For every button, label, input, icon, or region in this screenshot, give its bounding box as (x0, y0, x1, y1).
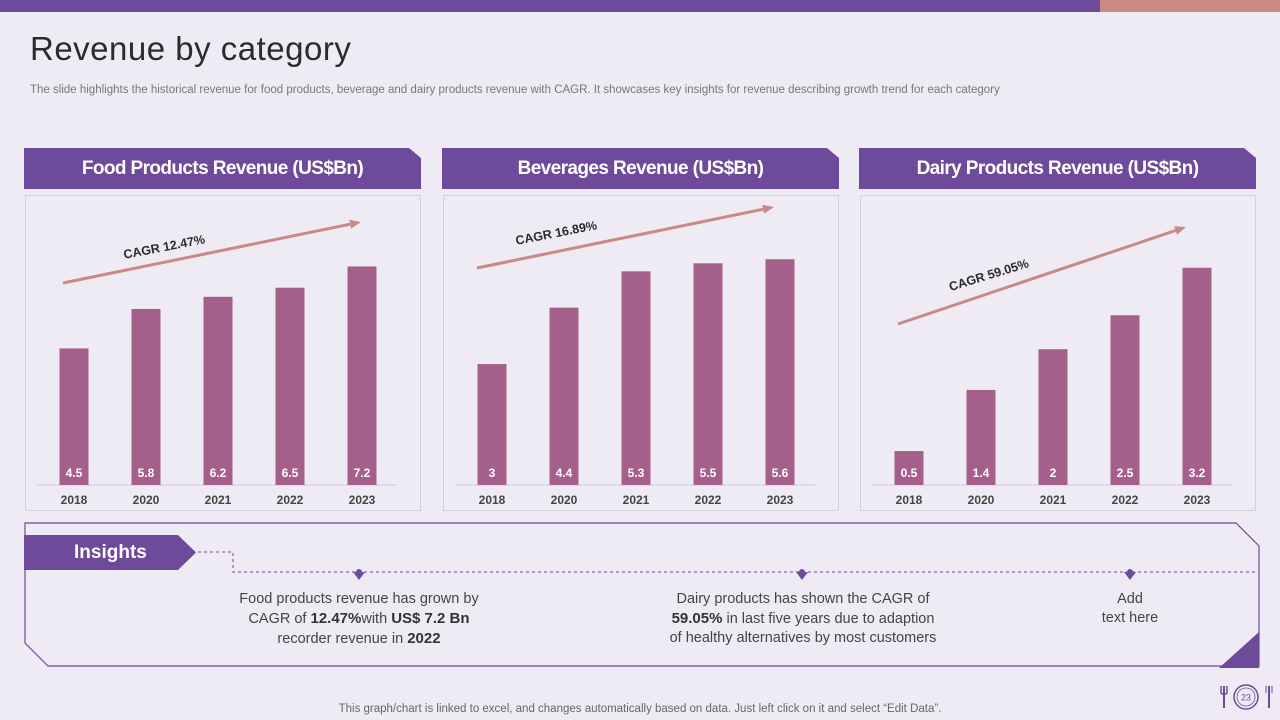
tick-label-2018: 2018 (479, 493, 506, 507)
insight-marker-1 (353, 569, 365, 580)
page-number: 23 (1241, 693, 1251, 703)
bar-2023 (765, 259, 795, 485)
bar-2018 (894, 451, 924, 485)
bar-2018 (477, 364, 507, 485)
slide-title: Revenue by category (30, 30, 352, 67)
page-number-badge: 23 (1220, 684, 1273, 710)
tick-label-2022: 2022 (1112, 493, 1139, 507)
data-label-2018: 4.5 (66, 466, 83, 480)
cagr-annotation: CAGR 59.05% (947, 256, 1030, 294)
tick-label-2020: 2020 (551, 493, 578, 507)
insights-frame (24, 522, 1260, 668)
tick-label-2023: 2023 (349, 493, 376, 507)
insight-food: Food products revenue has grown by CAGR … (239, 591, 479, 647)
insight-marker-3 (1124, 569, 1136, 580)
bar-2023 (1182, 267, 1212, 485)
bar-2022 (1110, 315, 1140, 485)
cagr-arrow (62, 222, 351, 285)
tick-label-2018: 2018 (896, 493, 923, 507)
tick-label-2022: 2022 (277, 493, 304, 507)
fork-icon (1220, 686, 1228, 708)
bar-2020 (549, 307, 579, 485)
tick-label-2018: 2018 (61, 493, 88, 507)
tick-label-2021: 2021 (205, 493, 232, 507)
knife-icon (1265, 686, 1273, 708)
insights-label: Insights (24, 535, 196, 570)
food-revenue-chart[interactable]: 4.520185.820206.220216.520227.22023CAGR … (25, 195, 421, 511)
tick-label-2020: 2020 (968, 493, 995, 507)
slide-subtitle: The slide highlights the historical reve… (30, 84, 1000, 96)
data-label-2022: 2.5 (1117, 466, 1134, 480)
data-label-2021: 6.2 (210, 466, 227, 480)
bar-2018 (59, 348, 89, 485)
data-label-2020: 4.4 (556, 466, 573, 480)
data-label-2020: 5.8 (138, 466, 155, 480)
data-label-2022: 5.5 (700, 466, 717, 480)
tick-label-2020: 2020 (133, 493, 160, 507)
cagr-arrow-head (762, 204, 774, 214)
cagr-arrow-head (349, 219, 361, 229)
bar-2020 (131, 308, 161, 485)
tick-label-2021: 2021 (623, 493, 650, 507)
cagr-annotation: CAGR 16.89% (514, 218, 598, 248)
bar-2023 (347, 266, 377, 485)
data-label-2023: 3.2 (1189, 466, 1206, 480)
cagr-arrow (897, 229, 1177, 326)
top-accent-bar (0, 0, 1100, 12)
insight-marker-2 (796, 569, 808, 580)
footer-note: This graph/chart is linked to excel, and… (338, 703, 942, 715)
data-label-2023: 5.6 (772, 466, 789, 480)
dairy-chart-title: Dairy Products Revenue (US$Bn) (859, 148, 1256, 189)
data-label-2020: 1.4 (973, 466, 990, 480)
data-label-2021: 2 (1050, 466, 1057, 480)
dairy-revenue-chart[interactable]: 0.5 2018 1.4 2020 2 2021 2.5 2022 3.2 2023 CAGR 59… (860, 195, 1256, 511)
bar-2021 (203, 296, 233, 485)
plate-icon (1233, 684, 1259, 710)
bar-2022 (275, 287, 305, 485)
cagr-arrow (476, 207, 764, 270)
bar-2022 (693, 263, 723, 485)
insight-dairy: Dairy products has shown the CAGR of 59.… (669, 591, 937, 646)
cagr-arrow-head (1174, 226, 1186, 235)
bar-2021 (1038, 349, 1068, 485)
tick-label-2021: 2021 (1040, 493, 1067, 507)
top-accent-bar-right (1100, 0, 1280, 12)
beverages-chart-title: Beverages Revenue (US$Bn) (442, 148, 839, 189)
data-label-2018: 3 (489, 466, 496, 480)
bar-2020 (966, 389, 996, 485)
bar-2021 (621, 271, 651, 485)
food-chart-title: Food Products Revenue (US$Bn) (24, 148, 421, 189)
beverages-revenue-chart[interactable]: 3 2018 4.4 2020 5.3 2021 5.5 2022 5.6 2023 CAGR 16… (443, 195, 839, 511)
insight-placeholder[interactable]: Add text here (1101, 591, 1159, 626)
tick-label-2023: 2023 (767, 493, 794, 507)
tick-label-2023: 2023 (1184, 493, 1211, 507)
data-label-2018: 0.5 (901, 466, 918, 480)
tick-label-2022: 2022 (695, 493, 722, 507)
data-label-2021: 5.3 (628, 466, 645, 480)
data-label-2023: 7.2 (354, 466, 371, 480)
data-label-2022: 6.5 (282, 466, 299, 480)
